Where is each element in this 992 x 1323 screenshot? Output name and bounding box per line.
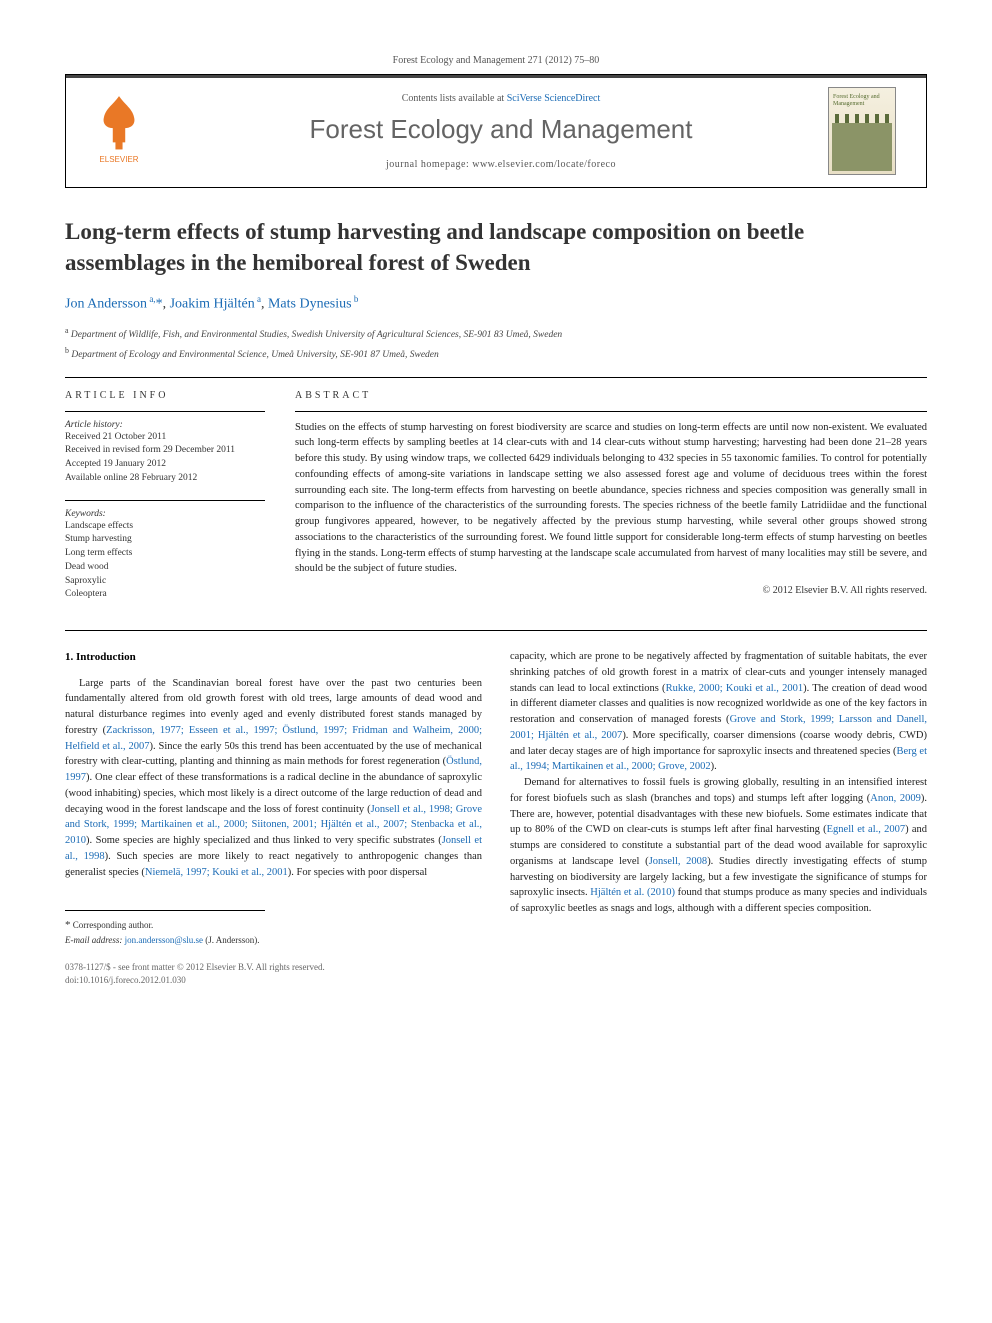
abstract-copyright: © 2012 Elsevier B.V. All rights reserved… (295, 585, 927, 596)
article-info-column: ARTICLE INFO Article history: Received 2… (65, 390, 265, 617)
keyword: Landscape effects (65, 520, 265, 534)
section-rule (65, 377, 927, 378)
sciencedirect-link[interactable]: SciVerse ScienceDirect (507, 93, 601, 104)
body-column-left: 1. Introduction Large parts of the Scand… (65, 649, 482, 986)
author-link[interactable]: Mats Dynesius (268, 297, 352, 312)
article-title: Long-term effects of stump harvesting an… (65, 216, 927, 278)
corresponding-footer: * Corresponding author. E-mail address: … (65, 910, 265, 947)
introduction-heading: 1. Introduction (65, 649, 482, 666)
corresponding-label: Corresponding author. (73, 920, 154, 930)
section-rule (65, 630, 927, 631)
affil-sup: b (65, 346, 69, 355)
body-column-right: capacity, which are prone to be negative… (510, 649, 927, 986)
journal-cover-thumb: Forest Ecology and Management (828, 87, 908, 175)
author-list: Jon Andersson a,*, Joakim Hjältén a, Mat… (65, 294, 927, 313)
keyword: Stump harvesting (65, 533, 265, 547)
journal-title: Forest Ecology and Management (174, 114, 828, 145)
abstract-rule (295, 411, 927, 412)
history-line: Received in revised form 29 December 201… (65, 444, 265, 458)
abstract-text: Studies on the effects of stump harvesti… (295, 420, 927, 578)
keywords-heading: Keywords: (65, 509, 265, 519)
masthead: ELSEVIER Contents lists available at Sci… (65, 74, 927, 188)
author-link[interactable]: Joakim Hjältén (170, 297, 255, 312)
history-line: Accepted 19 January 2012 (65, 458, 265, 472)
history-line: Received 21 October 2011 (65, 431, 265, 445)
contents-available-line: Contents lists available at SciVerse Sci… (174, 93, 828, 104)
journal-homepage: journal homepage: www.elsevier.com/locat… (174, 159, 828, 170)
author-link[interactable]: Jon Andersson (65, 297, 147, 312)
abstract-column: ABSTRACT Studies on the effects of stump… (295, 390, 927, 617)
body-paragraph: capacity, which are prone to be negative… (510, 649, 927, 775)
info-rule (65, 500, 265, 501)
journal-reference: Forest Ecology and Management 271 (2012)… (65, 55, 927, 66)
article-info-heading: ARTICLE INFO (65, 390, 265, 401)
author-affil-marker: a (255, 294, 261, 304)
keyword: Long term effects (65, 547, 265, 561)
svg-text:ELSEVIER: ELSEVIER (99, 154, 138, 163)
email-label: E-mail address: (65, 935, 122, 945)
affil-text: Department of Wildlife, Fish, and Enviro… (71, 330, 562, 340)
issn-line: 0378-1127/$ - see front matter © 2012 El… (65, 961, 482, 974)
keyword: Coleoptera (65, 588, 265, 602)
corresponding-marker[interactable]: * (156, 297, 163, 312)
affiliation: a Department of Wildlife, Fish, and Envi… (65, 325, 927, 342)
cover-title: Forest Ecology and Management (833, 94, 891, 108)
body-paragraph: Large parts of the Scandinavian boreal f… (65, 676, 482, 881)
footnote-star-icon: * (65, 919, 71, 931)
abstract-heading: ABSTRACT (295, 390, 927, 401)
body-paragraph: Demand for alternatives to fossil fuels … (510, 775, 927, 917)
keyword: Dead wood (65, 561, 265, 575)
cover-image-placeholder (832, 123, 892, 171)
contents-prefix: Contents lists available at (402, 93, 507, 104)
keyword: Saproxylic (65, 575, 265, 589)
corresponding-email-link[interactable]: jon.andersson@slu.se (125, 935, 203, 945)
affiliation: b Department of Ecology and Environmenta… (65, 345, 927, 362)
publisher-logo: ELSEVIER (84, 89, 174, 174)
author-affil-marker: b (352, 294, 359, 304)
elsevier-tree-icon: ELSEVIER (84, 89, 154, 169)
front-matter-meta: 0378-1127/$ - see front matter © 2012 El… (65, 961, 482, 986)
doi-line: doi:10.1016/j.foreco.2012.01.030 (65, 974, 482, 987)
affil-sup: a (65, 326, 69, 335)
info-rule (65, 411, 265, 412)
history-heading: Article history: (65, 420, 265, 430)
masthead-top-bar (66, 75, 926, 78)
email-author-suffix: (J. Andersson). (203, 935, 260, 945)
history-line: Available online 28 February 2012 (65, 472, 265, 486)
affil-text: Department of Ecology and Environmental … (71, 350, 438, 360)
author-affil-marker: a, (147, 294, 156, 304)
